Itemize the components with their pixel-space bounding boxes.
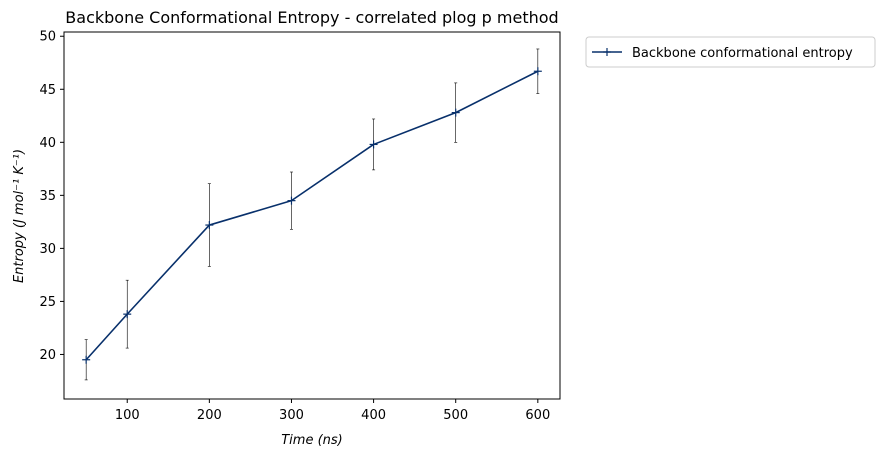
x-axis-label-unit: (ns): [318, 433, 343, 448]
y-tick-label: 25: [39, 295, 56, 310]
legend[interactable]: Backbone conformational entropy: [585, 36, 876, 68]
y-tick-label: 35: [39, 189, 56, 204]
x-axis: 100 200 300 400 500 600: [115, 399, 550, 423]
series-layer: [82, 67, 542, 364]
data-point: [123, 310, 132, 319]
series-line: [85, 70, 539, 361]
y-axis-label-unit: (J mol⁻¹ K⁻¹): [12, 149, 27, 228]
y-tick-label: 30: [39, 242, 56, 257]
x-tick-label: 400: [361, 408, 386, 423]
data-point: [369, 140, 378, 149]
y-tick-label: 45: [39, 83, 56, 98]
error-bars: [84, 48, 540, 381]
x-tick-label: 600: [525, 408, 550, 423]
x-tick-label: 500: [443, 408, 468, 423]
legend-box: [585, 36, 876, 68]
y-axis-label: Entropy (J mol⁻¹ K⁻¹): [12, 149, 27, 283]
chart-title: Backbone Conformational Entropy - correl…: [65, 8, 558, 27]
x-axis-label-main: Time: [281, 433, 313, 448]
y-axis-label-main: Entropy: [12, 232, 27, 283]
data-point: [451, 108, 460, 117]
y-tick-label: 40: [39, 136, 56, 151]
x-tick-label: 100: [115, 408, 140, 423]
x-tick-label: 300: [279, 408, 304, 423]
data-point: [533, 67, 542, 76]
x-axis-label: Time (ns): [281, 433, 343, 448]
plot-frame: [63, 31, 561, 400]
y-tick-label: 20: [39, 348, 56, 363]
x-tick-label: 200: [197, 408, 222, 423]
data-point: [82, 355, 91, 364]
legend-label: Backbone conformational entropy: [632, 46, 853, 61]
data-point: [287, 196, 296, 205]
data-point: [205, 221, 214, 230]
y-axis: 20 25 30 35 40 45 50: [39, 30, 64, 363]
y-tick-label: 50: [39, 30, 56, 45]
